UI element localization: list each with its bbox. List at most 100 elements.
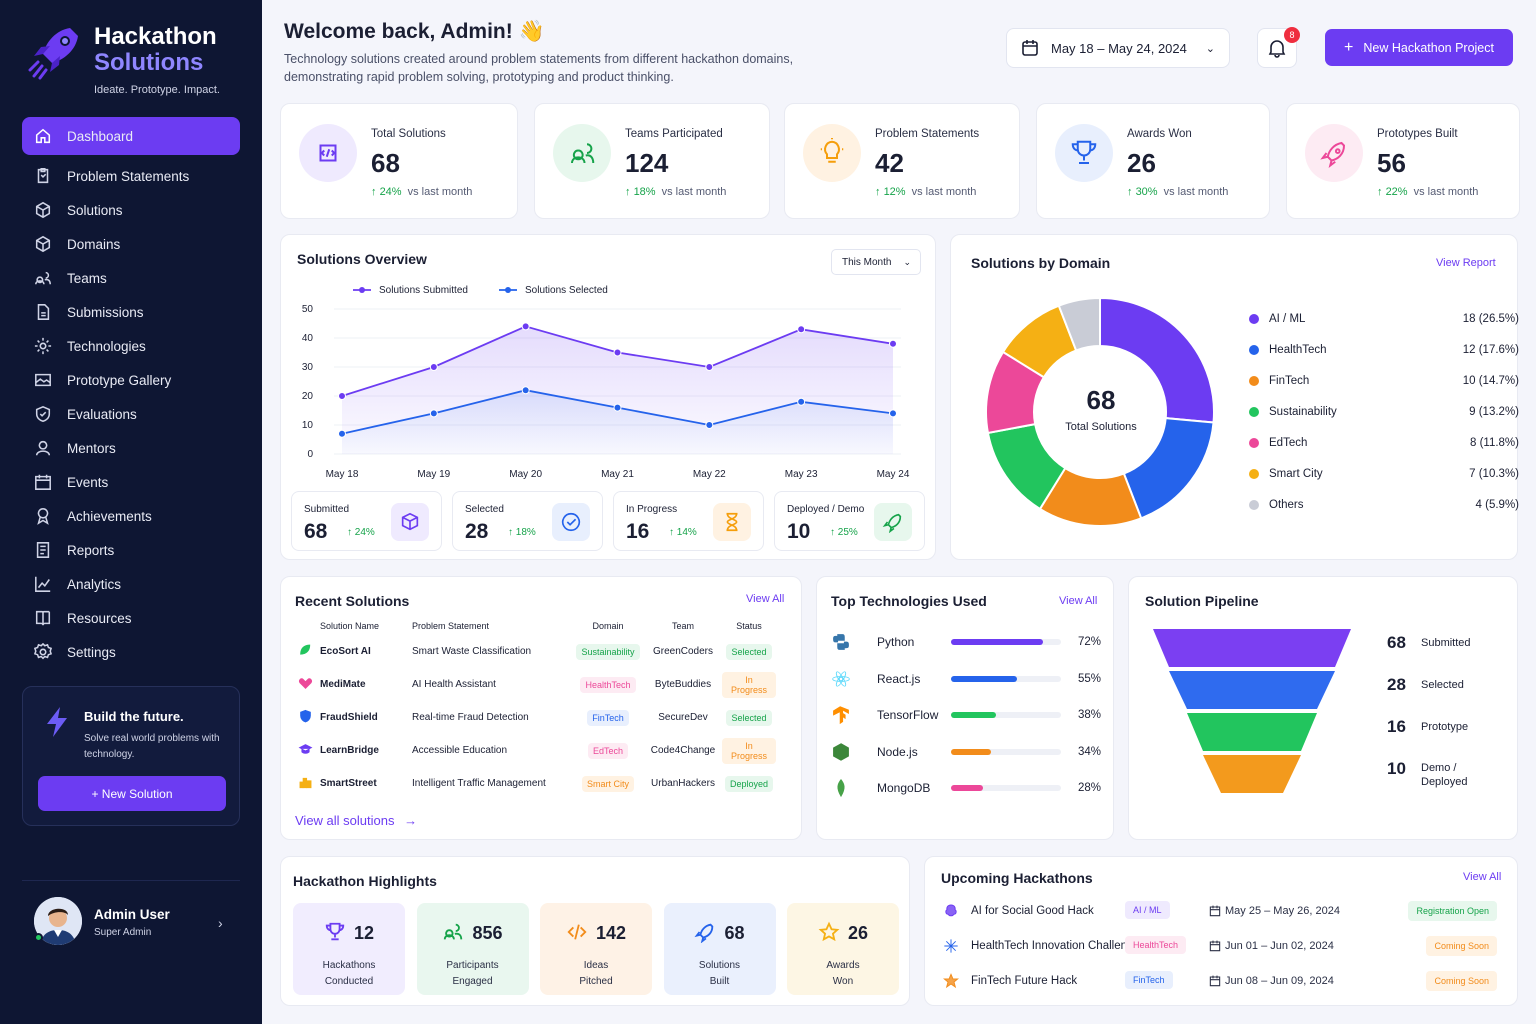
stat-change: ↑ 22% vs last month bbox=[1377, 186, 1478, 198]
recent-solutions-table: Solution Name Problem Statement Domain Team… bbox=[295, 617, 779, 800]
tech-row-python[interactable]: Python 72% bbox=[831, 631, 1101, 653]
data-point[interactable] bbox=[705, 421, 714, 429]
table-row[interactable]: SmartStreet Intelligent Traffic Managemen… bbox=[295, 767, 779, 800]
stat-card-problem-statements[interactable]: Problem Statements 42 ↑ 12% vs last month bbox=[784, 103, 1020, 219]
table-row[interactable]: LearnBridge Accessible Education EdTech Cod… bbox=[295, 734, 779, 767]
data-point[interactable] bbox=[521, 386, 530, 395]
recent-solutions-card: Recent Solutions View All Solution Name P… bbox=[280, 576, 802, 840]
view-all-solutions-link[interactable]: View all solutions → bbox=[295, 813, 417, 828]
sidebar-item-achievements[interactable]: Achievements bbox=[22, 499, 240, 533]
view-report-link[interactable]: View Report bbox=[1436, 257, 1496, 269]
stat-card-teams-participated[interactable]: Teams Participated 124 ↑ 18% vs last month bbox=[534, 103, 770, 219]
legend-label: AI / ML bbox=[1269, 313, 1306, 325]
table-row[interactable]: EcoSort AI Smart Waste Classification Sust… bbox=[295, 635, 779, 668]
pie-slice-ai-ml[interactable] bbox=[1099, 297, 1215, 424]
notifications-button[interactable]: 8 bbox=[1257, 27, 1300, 68]
sidebar-item-reports[interactable]: Reports bbox=[22, 533, 240, 567]
sidebar-item-domains[interactable]: Domains bbox=[22, 227, 240, 261]
overview-stat-deployed-demo[interactable]: Deployed / Demo 10 ↑ 25% bbox=[774, 491, 925, 551]
new-solution-button[interactable]: + New Solution bbox=[38, 776, 226, 811]
tech-name: TensorFlow bbox=[877, 708, 939, 722]
data-point[interactable] bbox=[797, 397, 806, 406]
stat-card-awards-won[interactable]: Awards Won 26 ↑ 30% vs last month bbox=[1036, 103, 1270, 219]
data-point[interactable] bbox=[338, 392, 346, 400]
data-point[interactable] bbox=[521, 322, 530, 331]
pipeline-stage-label: 16 Prototype bbox=[1387, 717, 1468, 737]
table-row[interactable]: MediMate AI Health Assistant HealthTech Byt… bbox=[295, 668, 779, 701]
funnel-stage-selected[interactable] bbox=[1169, 671, 1335, 709]
data-point[interactable] bbox=[338, 429, 346, 438]
sidebar-item-evaluations[interactable]: Evaluations bbox=[22, 397, 240, 431]
rocket-icon bbox=[874, 503, 912, 541]
sidebar-item-submissions[interactable]: Submissions bbox=[22, 295, 240, 329]
sidebar-item-solutions[interactable]: Solutions bbox=[22, 193, 240, 227]
tech-row-reactjs[interactable]: React.js 55% bbox=[831, 668, 1101, 690]
solutions-by-domain-card: Solutions by Domain View Report 68 Total… bbox=[950, 234, 1519, 560]
tech-view-all-link[interactable]: View All bbox=[1059, 595, 1098, 607]
stat-change: ↑ 18% vs last month bbox=[625, 186, 726, 198]
data-point[interactable] bbox=[613, 348, 622, 357]
pie-slice-healthtech[interactable] bbox=[1122, 417, 1215, 520]
overview-stat-in-progress[interactable]: In Progress 16 ↑ 14% bbox=[613, 491, 764, 551]
overview-stat-value: 16 bbox=[626, 520, 650, 543]
recent-title: Recent Solutions bbox=[295, 593, 410, 609]
data-point[interactable] bbox=[797, 325, 806, 334]
upcoming-tag: HealthTech bbox=[1125, 936, 1187, 954]
upcoming-item[interactable]: FinTech Future Hack FinTech Jun 08 – Jun 0… bbox=[941, 967, 1497, 997]
new-hackathon-project-button[interactable]: + New Hackathon Project bbox=[1325, 29, 1513, 66]
tech-row-nodejs[interactable]: Node.js 34% bbox=[831, 741, 1101, 763]
sidebar-item-problem-statements[interactable]: Problem Statements bbox=[22, 159, 240, 193]
sidebar-item-analytics[interactable]: Analytics bbox=[22, 567, 240, 601]
date-range-picker[interactable]: May 18 – May 24, 2024 ⌄ bbox=[1006, 28, 1230, 68]
problem-statement: Smart Waste Classification bbox=[412, 646, 532, 657]
domain-cell: Smart City bbox=[569, 767, 647, 800]
sidebar-item-mentors[interactable]: Mentors bbox=[22, 431, 240, 465]
users-icon bbox=[553, 124, 611, 182]
sidebar-item-teams[interactable]: Teams bbox=[22, 261, 240, 295]
data-point[interactable] bbox=[429, 363, 438, 371]
overview-stat-selected[interactable]: Selected 28 ↑ 18% bbox=[452, 491, 603, 551]
overview-stat-label: In Progress bbox=[626, 504, 678, 515]
brain-icon bbox=[945, 904, 957, 917]
overview-stat-submitted[interactable]: Submitted 68 ↑ 24% bbox=[291, 491, 442, 551]
upcoming-view-all-link[interactable]: View All bbox=[1463, 871, 1502, 883]
leaf-icon bbox=[300, 644, 311, 655]
brand-logo[interactable]: Hackathon Solutions Ideate. Prototype. I… bbox=[26, 20, 220, 96]
data-point[interactable] bbox=[889, 409, 897, 418]
tech-percent: 38% bbox=[1077, 709, 1101, 721]
domain-donut-chart bbox=[985, 297, 1215, 527]
column-header: Domain bbox=[592, 621, 624, 631]
upcoming-date: Jun 08 – Jun 09, 2024 bbox=[1225, 975, 1334, 987]
brand-line2: Solutions bbox=[94, 49, 204, 76]
funnel-stage-submitted[interactable] bbox=[1153, 629, 1351, 667]
pie-slice-others[interactable] bbox=[1057, 297, 1101, 352]
sidebar-item-label: Prototype Gallery bbox=[67, 372, 172, 388]
pipeline-stage-label: 10 Demo / Deployed bbox=[1387, 759, 1471, 789]
period-dropdown[interactable]: This Month ⌄ bbox=[831, 249, 921, 275]
upcoming-item[interactable]: HealthTech Innovation Challenge HealthTec… bbox=[941, 932, 1497, 962]
data-point[interactable] bbox=[889, 339, 897, 348]
sidebar-item-resources[interactable]: Resources bbox=[22, 601, 240, 635]
upcoming-item[interactable]: AI for Social Good Hack AI / ML May 25 – M… bbox=[941, 897, 1497, 927]
y-tick-label: 40 bbox=[302, 333, 314, 344]
data-point[interactable] bbox=[429, 409, 438, 418]
sidebar-item-prototype-gallery[interactable]: Prototype Gallery bbox=[22, 363, 240, 397]
rocket-logo-icon bbox=[28, 28, 78, 80]
sidebar-item-events[interactable]: Events bbox=[22, 465, 240, 499]
sidebar-item-settings[interactable]: Settings bbox=[22, 635, 240, 669]
recent-view-all-link[interactable]: View All bbox=[746, 593, 785, 605]
highlight-value-row: 142 bbox=[540, 921, 652, 944]
stat-card-prototypes-built[interactable]: Prototypes Built 56 ↑ 22% vs last month bbox=[1286, 103, 1520, 219]
sidebar-item-dashboard[interactable]: Dashboard bbox=[22, 117, 240, 155]
data-point[interactable] bbox=[705, 363, 714, 371]
table-row[interactable]: FraudShield Real-time Fraud Detection FinT… bbox=[295, 701, 779, 734]
sidebar-item-technologies[interactable]: Technologies bbox=[22, 329, 240, 363]
tech-row-mongodb[interactable]: MongoDB 28% bbox=[831, 777, 1101, 799]
funnel-stage-prototype[interactable] bbox=[1187, 713, 1317, 751]
tech-row-tensorflow[interactable]: TensorFlow 38% bbox=[831, 704, 1101, 726]
stat-card-total-solutions[interactable]: Total Solutions 68 ↑ 24% vs last month bbox=[280, 103, 518, 219]
user-profile[interactable]: Admin User Super Admin › bbox=[22, 880, 240, 970]
data-point[interactable] bbox=[613, 403, 622, 412]
funnel-stage-demo-deployed[interactable] bbox=[1203, 755, 1301, 793]
chevron-right-icon[interactable]: › bbox=[218, 915, 223, 931]
